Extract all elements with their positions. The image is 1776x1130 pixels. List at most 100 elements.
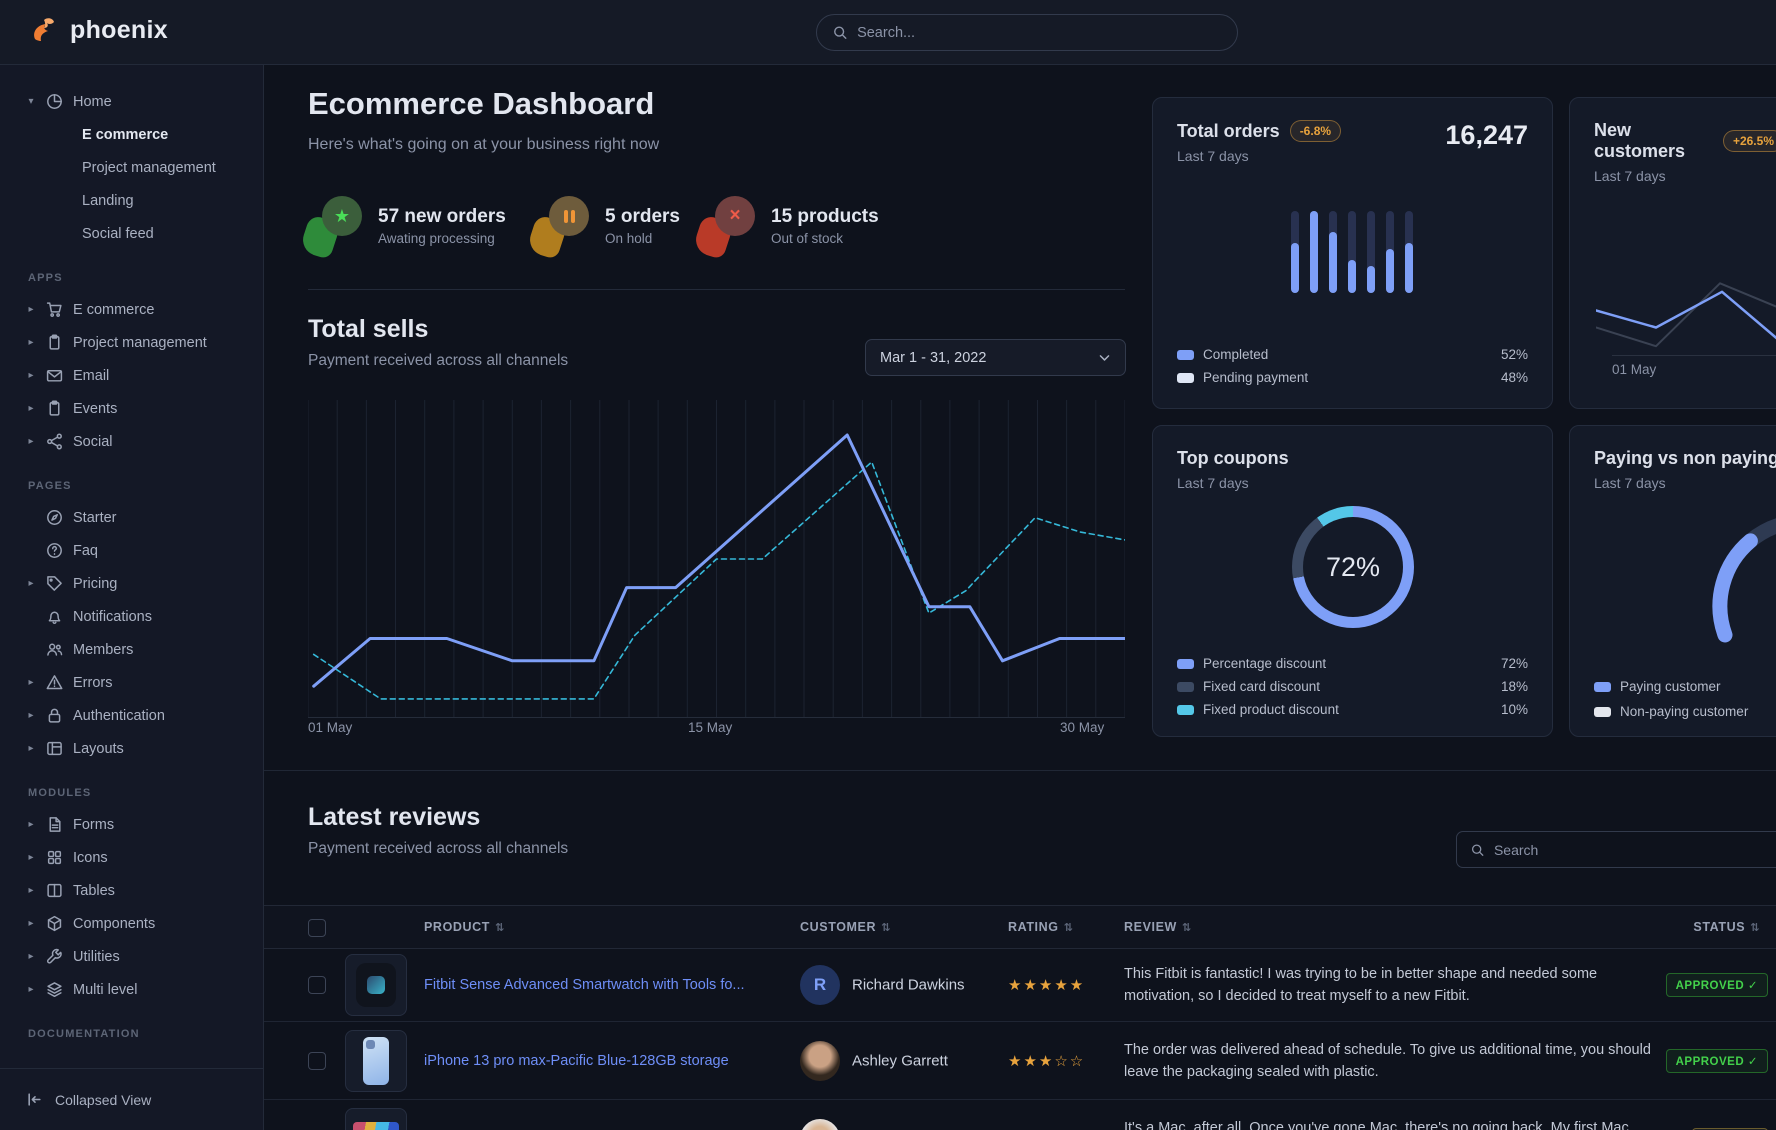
x-axis-label: 01 May [308,720,353,735]
avatar[interactable] [800,1040,840,1081]
sidebar-item-errors[interactable]: ▸ Errors [0,666,263,699]
smartwatch-image [356,963,396,1007]
date-range-select[interactable]: Mar 1 - 31, 2022 [865,339,1126,376]
paying-gauge-chart [1712,518,1776,643]
legend-value: 48% [1500,370,1528,385]
legend-item: Paying customer [1594,679,1776,694]
product-thumbnail[interactable] [345,1029,407,1092]
order-bar [1405,211,1413,293]
order-bar [1348,211,1356,293]
sidebar-item-authentication[interactable]: ▸ Authentication [0,699,263,732]
collapsed-view-toggle[interactable]: Collapsed View [0,1068,263,1130]
search-icon [834,26,847,39]
sidebar-item-notifications[interactable]: Notifications [0,600,263,633]
avatar[interactable] [800,1118,840,1130]
reviews-search[interactable] [1456,831,1776,868]
legend-label: Paying customer [1620,679,1721,694]
sidebar-item-label: Notifications [73,608,152,625]
legend-item: Completed 52% [1177,347,1528,362]
sidebar-item-tables[interactable]: ▸ Tables [0,874,263,907]
layout-icon [47,741,62,756]
sidebar-item-e-commerce[interactable]: ▸ E commerce [0,293,263,326]
sidebar-item-project-management[interactable]: Project management [82,159,216,176]
orders-bar-chart [1291,211,1413,293]
stat-sub: Out of stock [771,231,844,246]
sidebar-item-icons[interactable]: ▸ Icons [0,841,263,874]
row-checkbox[interactable] [308,976,326,994]
search-input[interactable] [857,24,1221,41]
card-period: Last 7 days [1177,148,1249,164]
star-icon: ★ [322,196,362,236]
envelope-icon [46,369,63,382]
donut-center-value: 72% [1325,551,1381,582]
sidebar-item-email[interactable]: ▸ Email [0,359,263,392]
sidebar-item-label: Project management [73,334,207,351]
card-period: Last 7 days [1594,475,1666,491]
sort-icon: ⇅ [495,921,505,934]
caret-right-icon: ▸ [28,852,34,863]
sidebar-item-forms[interactable]: ▸ Forms [0,808,263,841]
card-period: Last 7 days [1594,168,1666,184]
reviews-search-input[interactable] [1493,841,1776,858]
caret-right-icon: ▸ [28,304,34,315]
column-header-status[interactable]: STATUS ⇅ [1693,920,1760,934]
sidebar-item-pricing[interactable]: ▸ Pricing [0,567,263,600]
caret-right-icon: ▸ [28,677,34,688]
legend-value: 10% [1500,702,1528,717]
sidebar-item-starter[interactable]: Starter [0,501,263,534]
users-icon [47,643,63,656]
global-search[interactable] [816,14,1238,51]
card-period: Last 7 days [1177,475,1249,491]
axis-line [1612,355,1776,356]
collapse-left-icon [28,1093,41,1106]
column-header-rating[interactable]: RATING ⇅ [1008,920,1074,934]
chevron-down-icon [1099,355,1110,361]
page-title: Ecommerce Dashboard [308,86,655,121]
legend-label: Pending payment [1203,370,1309,385]
sidebar-item-project-management[interactable]: ▸ Project management [0,326,263,359]
sidebar-item-social[interactable]: ▸ Social [0,425,263,458]
table-row: Fitbit Sense Advanced Smartwatch with To… [264,949,1776,1022]
table-row: ☆☆☆☆☆ It's a Mac, after all. Once you've… [264,1100,1776,1130]
legend-value: 52% [1500,347,1528,362]
customer-name: Ashley Garrett [852,1052,948,1069]
column-header-customer[interactable]: CUSTOMER ⇅ [800,920,891,934]
brand-logo[interactable]: phoenix [28,14,168,46]
card-title: Total orders [1177,120,1280,141]
column-header-product[interactable]: PRODUCT ⇅ [424,920,505,934]
sidebar-item-social-feed[interactable]: Social feed [82,225,154,242]
caret-right-icon: ▸ [28,578,34,589]
sidebar-item-faq[interactable]: Faq [0,534,263,567]
sidebar-item-members[interactable]: Members [0,633,263,666]
new-orders-icon: ★ [298,196,362,261]
legend-item: Percentage discount 72% [1177,656,1528,671]
column-header-review[interactable]: REVIEW ⇅ [1124,920,1192,934]
sidebar-item-multi-level[interactable]: ▸ Multi level [0,973,263,1006]
legend-swatch [1594,681,1611,692]
sidebar-item-home[interactable]: ▾ Home [0,85,263,118]
row-checkbox[interactable] [308,1051,326,1070]
sidebar-item-label: Layouts [73,740,124,757]
total-sells-subtitle: Payment received across all channels [308,352,569,369]
product-link[interactable]: Fitbit Sense Advanced Smartwatch with To… [424,977,745,993]
lock-icon [48,708,61,723]
legend-swatch [1177,349,1194,360]
select-all-checkbox[interactable] [308,919,326,937]
sidebar-item-events[interactable]: ▸ Events [0,392,263,425]
product-thumbnail[interactable] [345,1107,407,1130]
sidebar-section-label: APPS [28,272,63,284]
legend-item: Fixed card discount 18% [1177,679,1528,694]
sidebar-item-landing[interactable]: Landing [82,192,134,209]
sidebar-item-ecommerce[interactable]: E commerce [82,126,169,143]
legend-swatch [1177,704,1194,715]
x-axis-label: 15 May [688,720,733,735]
legend-item: Non-paying customer [1594,704,1776,719]
sidebar-item-utilities[interactable]: ▸ Utilities [0,940,263,973]
sidebar-item-components[interactable]: ▸ Components [0,907,263,940]
product-thumbnail[interactable] [345,954,407,1016]
sidebar-item-layouts[interactable]: ▸ Layouts [0,732,263,765]
sidebar-item-label: Events [73,400,118,417]
product-link[interactable]: iPhone 13 pro max-Pacific Blue-128GB sto… [424,1052,729,1069]
avatar[interactable]: R [800,965,840,1005]
cross-icon: × [715,196,755,236]
